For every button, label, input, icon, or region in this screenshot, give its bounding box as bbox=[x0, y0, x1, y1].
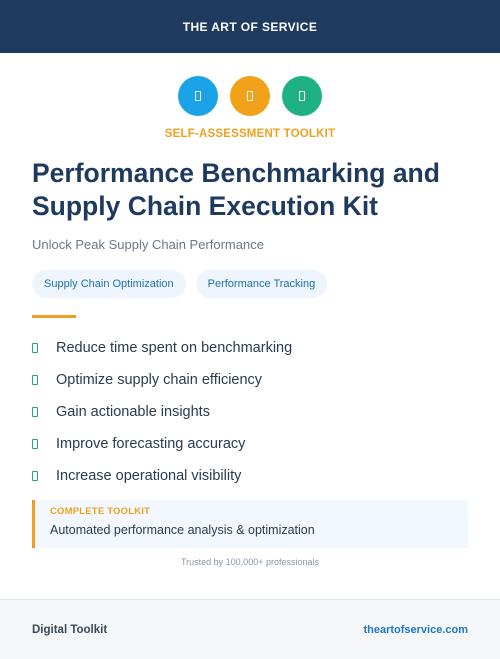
check-icon bbox=[32, 375, 38, 385]
benefit-text: Increase operational visibility bbox=[56, 468, 242, 484]
document-glyph bbox=[195, 91, 201, 101]
list-item: Gain actionable insights bbox=[32, 396, 292, 428]
benefit-text: Optimize supply chain efficiency bbox=[56, 372, 263, 388]
list-item: Reduce time spent on benchmarking bbox=[32, 332, 292, 364]
callout-label: COMPLETE TOOLKIT bbox=[50, 506, 151, 517]
accent-divider bbox=[32, 315, 76, 318]
check-icon bbox=[32, 407, 38, 417]
tag-list: Supply Chain Optimization Performance Tr… bbox=[32, 270, 328, 298]
benefit-text: Reduce time spent on benchmarking bbox=[56, 340, 293, 356]
list-item: Improve forecasting accuracy bbox=[32, 428, 292, 460]
benefit-list: Reduce time spent on benchmarking Optimi… bbox=[32, 332, 292, 492]
document-icon bbox=[230, 76, 270, 116]
benefit-text: Gain actionable insights bbox=[56, 404, 210, 420]
tag-performance-tracking: Performance Tracking bbox=[195, 270, 328, 298]
trust-line: Trusted by 100,000+ professionals bbox=[180, 557, 319, 567]
page-title: Performance Benchmarking and Supply Chai… bbox=[32, 158, 440, 221]
website-link[interactable]: theartofservice.com bbox=[363, 623, 468, 636]
document-glyph bbox=[299, 91, 305, 101]
check-icon bbox=[32, 343, 38, 353]
icon-row bbox=[0, 76, 500, 116]
subtitle: Unlock Peak Supply Chain Performance bbox=[32, 237, 264, 252]
list-item: Increase operational visibility bbox=[32, 460, 292, 492]
document-icon bbox=[178, 76, 218, 116]
brand-title: THE ART OF SERVICE bbox=[182, 19, 318, 34]
footer-label: Digital Toolkit bbox=[32, 623, 108, 636]
list-item: Optimize supply chain efficiency bbox=[32, 364, 292, 396]
check-icon bbox=[32, 471, 38, 481]
toolkit-callout: COMPLETE TOOLKIT Automated performance a… bbox=[32, 500, 468, 548]
document-icon bbox=[282, 76, 322, 116]
callout-text: Automated performance analysis & optimiz… bbox=[50, 523, 315, 537]
benefit-text: Improve forecasting accuracy bbox=[56, 436, 246, 452]
header-bar: THE ART OF SERVICE bbox=[0, 0, 500, 53]
check-icon bbox=[32, 439, 38, 449]
eyebrow-label: SELF-ASSESSMENT TOOLKIT bbox=[164, 128, 336, 140]
footer-bar: Digital Toolkit theartofservice.com bbox=[0, 599, 500, 659]
document-glyph bbox=[247, 91, 253, 101]
tag-supply-chain-optimization: Supply Chain Optimization bbox=[32, 270, 186, 298]
